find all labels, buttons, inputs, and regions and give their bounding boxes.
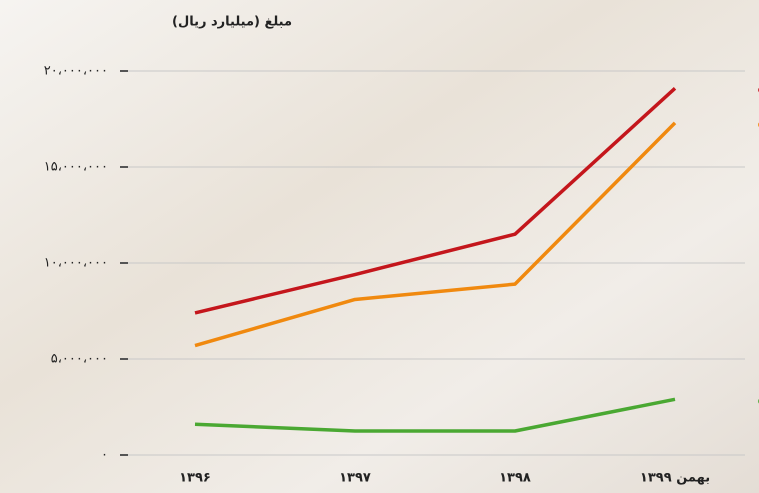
series-line [194,121,677,348]
series-label: مبادله‌ای [757,75,759,96]
x-tick-label: ۱۳۹۸ [499,471,531,486]
x-tick-label: ۱۳۹۷ [339,471,371,486]
y-tick-label: ۵،۰۰۰،۰۰۰ [51,352,108,367]
series-label: برگشتی [757,385,759,407]
series-line [194,397,676,433]
y-tick-label: ۱۰،۰۰۰،۰۰۰ [44,256,108,271]
y-axis-label: مبلغ (میلیارد ریال) [172,15,292,30]
y-tick-label: ۲۰،۰۰۰،۰۰۰ [44,64,108,79]
x-tick-label: ۱۳۹۶ [179,471,211,486]
y-tick-label: ۰ [101,448,108,463]
y-tick-label: ۱۵،۰۰۰،۰۰۰ [44,160,108,175]
series-label: وصولی [757,110,759,131]
x-tick-label: بهمن ۱۳۹۹ [640,471,710,486]
series-line [194,86,677,315]
